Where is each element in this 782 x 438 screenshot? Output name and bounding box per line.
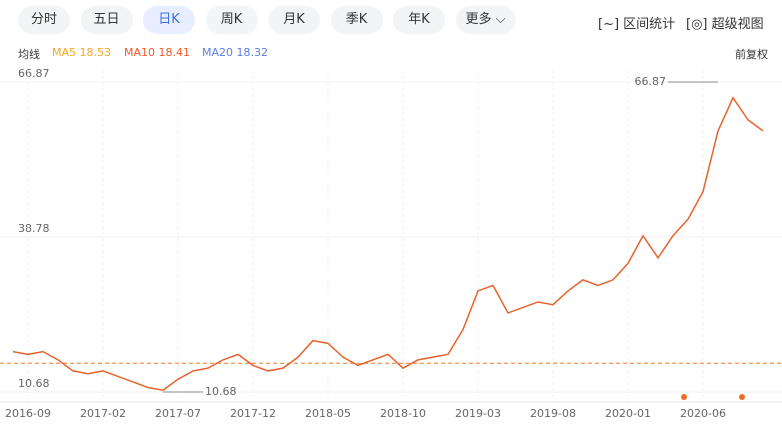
x-tick-label: 2017-07	[155, 407, 201, 420]
tool-label: 超级视图	[711, 17, 764, 32]
y-tick-label: 38.78	[18, 222, 50, 235]
legend-item: MA5 18.53	[52, 46, 112, 59]
x-tick-label: 2017-12	[230, 407, 276, 420]
x-tick-label: 2019-08	[530, 407, 576, 420]
x-tick-label: 2017-02	[80, 407, 126, 420]
event-dot	[739, 394, 745, 400]
tab[interactable]: 周K	[205, 6, 258, 34]
legend-label: 均线	[18, 48, 40, 61]
tool[interactable]: [~] 区间统计	[598, 17, 676, 32]
annotation: 10.68	[205, 385, 237, 398]
legend-item: MA20 18.32	[202, 46, 268, 59]
y-tick-label: 66.87	[18, 67, 50, 80]
adjust-label[interactable]: 前复权	[735, 48, 768, 61]
x-tick-label: 2020-01	[605, 407, 651, 420]
x-tick-label: 2016-09	[5, 407, 51, 420]
x-tick-label: 2019-03	[455, 407, 501, 420]
tab[interactable]: 年K	[393, 6, 445, 34]
tab[interactable]: 季K	[330, 6, 383, 34]
price-line	[12, 96, 764, 392]
tab[interactable]: 日K	[143, 6, 195, 34]
tab[interactable]: 更多 ⌵	[455, 6, 516, 34]
legend-item: MA10 18.41	[124, 46, 190, 59]
tab[interactable]: 月K	[268, 6, 320, 34]
annotation: 66.87	[635, 75, 667, 88]
x-tick-label: 2018-05	[305, 407, 351, 420]
event-dot	[681, 394, 687, 400]
y-tick-label: 10.68	[18, 377, 50, 390]
tab[interactable]: 分时	[18, 6, 70, 34]
tab[interactable]: 五日	[80, 6, 133, 34]
x-tick-label: 2018-10	[380, 407, 426, 420]
tool[interactable]: [◎] 超级视图	[686, 17, 764, 32]
x-tick-label: 2020-06	[680, 407, 726, 420]
tool-label: 区间统计	[623, 17, 676, 32]
